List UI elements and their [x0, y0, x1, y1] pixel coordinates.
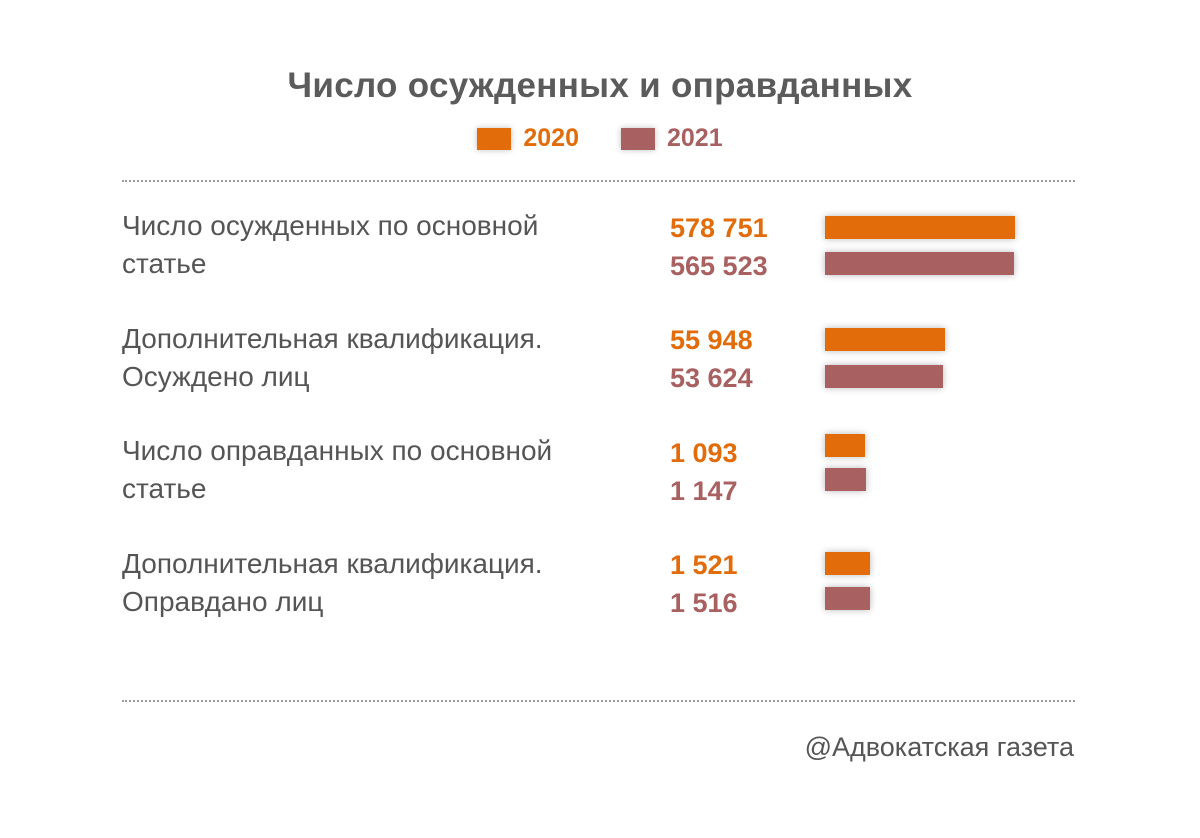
row-label-3-line-1: Число оправданных по основной	[122, 435, 553, 466]
row-label-1: Число осужденных по основной статье	[122, 207, 642, 283]
legend: 2020 2021	[0, 124, 1200, 153]
bar-2020-row-4	[825, 552, 870, 575]
row-label-2: Дополнительная квалификация. Осуждено ли…	[122, 320, 642, 396]
chart-title: Число осужденных и оправданных	[287, 66, 913, 105]
row-label-3-line-2: статье	[122, 473, 207, 504]
row-label-2-line-2: Осуждено лиц	[122, 361, 310, 392]
row-label-1-line-2: статье	[122, 248, 207, 279]
legend-label-2020: 2020	[523, 124, 579, 152]
bottom-divider	[122, 700, 1075, 702]
value-2020-row-3: 1 093	[670, 438, 738, 468]
value-2021-row-2: 53 624	[670, 363, 753, 393]
value-2021-row-3: 1 147	[670, 476, 738, 506]
value-2021-row-4: 1 516	[670, 588, 738, 618]
bar-2021-row-2	[825, 365, 943, 388]
row-label-1-line-1: Число осужденных по основной	[122, 210, 539, 241]
row-label-4: Дополнительная квалификация. Оправдано л…	[122, 545, 642, 621]
row-label-4-line-1: Дополнительная квалификация.	[122, 548, 543, 579]
top-divider	[122, 180, 1075, 182]
bar-2021-row-3	[825, 468, 866, 491]
value-2020-row-4: 1 521	[670, 550, 738, 580]
row-label-4-line-2: Оправдано лиц	[122, 586, 324, 617]
legend-item-2020: 2020	[477, 124, 579, 153]
bar-2020-row-3	[825, 434, 865, 457]
source-credit: @Адвокатская газета	[804, 732, 1074, 762]
row-label-3: Число оправданных по основной статье	[122, 432, 642, 508]
value-2020-row-2: 55 948	[670, 325, 753, 355]
bar-2021-row-1	[825, 252, 1014, 275]
legend-swatch-2021	[621, 127, 655, 150]
row-label-2-line-1: Дополнительная квалификация.	[122, 323, 543, 354]
bar-2021-row-4	[825, 587, 870, 610]
legend-swatch-2020	[477, 127, 512, 150]
bar-2020-row-1	[825, 216, 1015, 239]
legend-label-2021: 2021	[667, 124, 723, 152]
bar-2020-row-2	[825, 328, 945, 351]
value-2021-row-1: 565 523	[670, 251, 768, 281]
value-2020-row-1: 578 751	[670, 213, 768, 243]
legend-item-2021: 2021	[621, 124, 723, 153]
